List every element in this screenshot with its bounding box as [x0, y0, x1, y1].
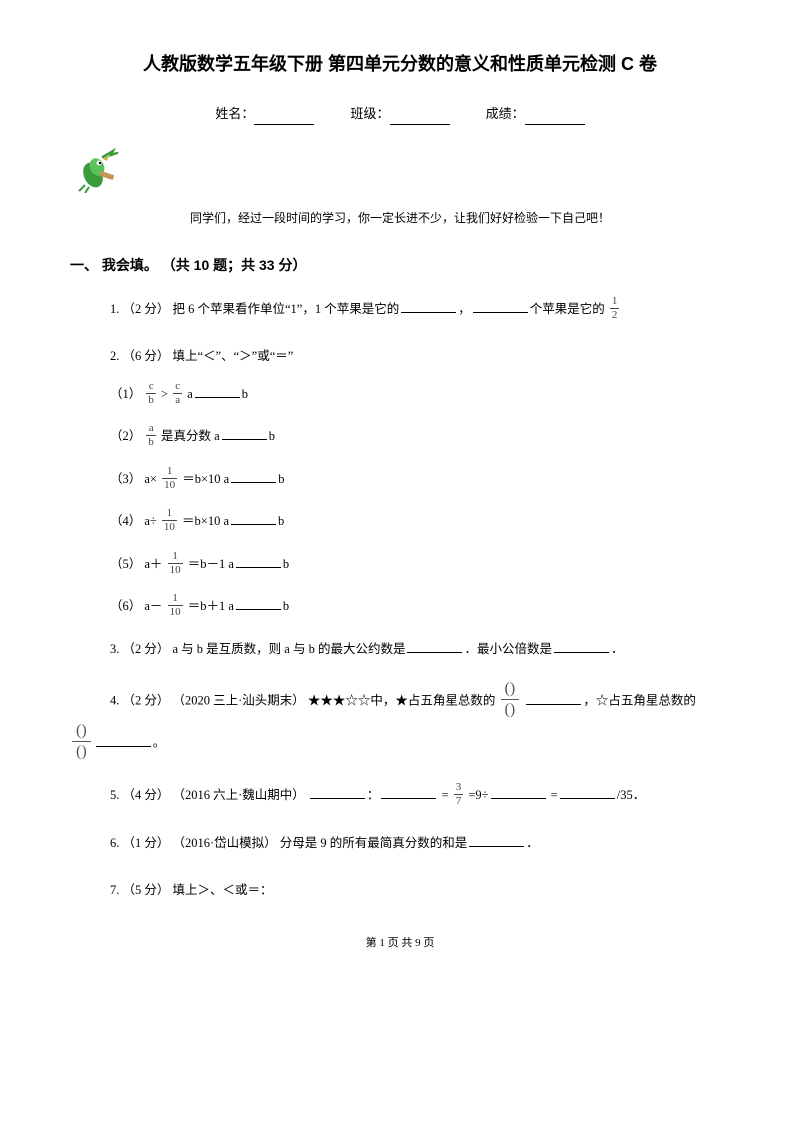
q3-suffix: ． — [611, 642, 624, 656]
text: ＝b＋1 a — [188, 599, 234, 613]
fraction-icon: cb — [146, 381, 156, 406]
text: b — [278, 514, 284, 528]
fraction-blank-icon: ()() — [501, 681, 520, 718]
fill-blank[interactable] — [236, 598, 281, 610]
sub-label: （6） a－ — [110, 599, 162, 613]
fraction-icon: 37 — [454, 782, 464, 807]
document-page: 人教版数学五年级下册 第四单元分数的意义和性质单元检测 C 卷 姓名： 班级： … — [0, 0, 800, 983]
q5-prefix: 5. （4 分） （2016 六上·魏山期中） — [110, 788, 308, 802]
text: b — [242, 387, 248, 401]
text: ＝b×10 a — [182, 472, 229, 486]
fill-blank[interactable] — [401, 301, 456, 313]
fill-blank[interactable] — [491, 787, 546, 799]
fill-blank[interactable] — [310, 787, 365, 799]
encourage-text: 同学们，经过一段时间的学习，你一定长进不少，让我们好好检验一下自己吧！ — [70, 209, 730, 228]
text: b — [283, 599, 289, 613]
q6-suffix: ． — [526, 836, 539, 850]
text: a — [187, 387, 193, 401]
sub-label: （5） a＋ — [110, 557, 162, 571]
fill-blank[interactable] — [231, 513, 276, 525]
q5-suffix: /35． — [617, 788, 645, 802]
fill-blank[interactable] — [473, 301, 528, 313]
fill-blank[interactable] — [469, 835, 524, 847]
fill-blank[interactable] — [231, 471, 276, 483]
name-blank[interactable] — [254, 111, 314, 125]
mascot-icon — [75, 145, 125, 200]
question-7: 7. （5 分） 填上＞、＜或＝： — [110, 877, 730, 905]
question-6: 6. （1 分） （2016·岱山模拟） 分母是 9 的所有最简真分数的和是 ． — [110, 830, 730, 858]
fill-blank[interactable] — [222, 428, 267, 440]
fill-blank[interactable] — [407, 641, 462, 653]
question-3: 3. （2 分） a 与 b 是互质数，则 a 与 b 的最大公约数是 ．最小公倍… — [110, 636, 730, 664]
fill-blank[interactable] — [526, 693, 581, 705]
fill-blank[interactable] — [554, 641, 609, 653]
fraction-icon: 110 — [168, 593, 183, 618]
text: ＝b×10 a — [182, 514, 229, 528]
q4-suffix: 。 — [153, 736, 166, 750]
q2-sub5: （5） a＋ 110 ＝b－1 a b — [110, 551, 730, 579]
page-footer: 第 1 页 共 9 页 — [70, 935, 730, 953]
q4-mid2: ，☆占五角星总数的 — [583, 694, 696, 708]
score-blank[interactable] — [525, 111, 585, 125]
question-4: 4. （2 分） （2020 三上·汕头期末） ★★★☆☆中，★占五角星总数的 … — [110, 683, 730, 720]
q3-mid: ．最小公倍数是 — [464, 642, 552, 656]
q4-prefix: 4. （2 分） （2020 三上·汕头期末） ★★★☆☆中，★占五角星总数的 — [110, 694, 495, 708]
q1-mid: ， — [458, 302, 471, 316]
page-title: 人教版数学五年级下册 第四单元分数的意义和性质单元检测 C 卷 — [70, 50, 730, 79]
q2-sub4: （4） a÷ 110 ＝b×10 a b — [110, 508, 730, 536]
question-5: 5. （4 分） （2016 六上·魏山期中） ： = 37 =9÷ = /35． — [110, 782, 730, 810]
text: =9÷ — [468, 788, 488, 802]
text: = — [548, 788, 558, 802]
text: b — [278, 472, 284, 486]
score-label: 成绩： — [486, 106, 525, 121]
q7-text: 7. （5 分） 填上＞、＜或＝： — [110, 883, 273, 897]
text: = — [438, 788, 448, 802]
fill-blank[interactable] — [195, 386, 240, 398]
q2-sub3: （3） a× 110 ＝b×10 a b — [110, 466, 730, 494]
text: b — [283, 557, 289, 571]
q2-sub1: （1） cb > ca a b — [110, 381, 730, 409]
class-blank[interactable] — [390, 111, 450, 125]
fill-blank[interactable] — [96, 735, 151, 747]
sub-label: （4） a÷ — [110, 514, 157, 528]
name-label: 姓名： — [215, 106, 254, 121]
q2-sub2: （2） ab 是真分数 a b — [110, 423, 730, 451]
text: 是真分数 a — [161, 429, 220, 443]
q6-prefix: 6. （1 分） （2016·岱山模拟） 分母是 9 的所有最简真分数的和是 — [110, 836, 467, 850]
fill-blank[interactable] — [560, 787, 615, 799]
class-label: 班级： — [350, 106, 389, 121]
fraction-icon: 12 — [610, 296, 620, 321]
fraction-blank-icon: ()() — [72, 723, 91, 760]
text: ＝b－1 a — [188, 557, 234, 571]
gt-sign: > — [158, 387, 171, 401]
student-info-line: 姓名： 班级： 成绩： — [70, 104, 730, 125]
sub-label: （3） a× — [110, 472, 157, 486]
fraction-icon: ab — [146, 423, 156, 448]
fraction-icon: 110 — [162, 466, 177, 491]
q1-prefix: 1. （2 分） 把 6 个苹果看作单位“1”，1 个苹果是它的 — [110, 302, 399, 316]
fraction-icon: 110 — [168, 551, 183, 576]
section-header: 一、 我会填。 （共 10 题；共 33 分） — [70, 254, 730, 276]
question-4-cont: ()() 。 — [70, 725, 730, 762]
question-2: 2. （6 分） 填上“＜”、“＞”或“＝” — [110, 343, 730, 371]
fraction-icon: ca — [173, 381, 182, 406]
text: ： — [367, 788, 380, 802]
text: b — [269, 429, 275, 443]
fill-blank[interactable] — [381, 787, 436, 799]
question-1: 1. （2 分） 把 6 个苹果看作单位“1”，1 个苹果是它的，个苹果是它的 … — [110, 296, 730, 324]
q2-sub6: （6） a－ 110 ＝b＋1 a b — [110, 593, 730, 621]
q2-prefix: 2. （6 分） 填上“＜”、“＞”或“＝” — [110, 349, 293, 363]
fraction-icon: 110 — [162, 508, 177, 533]
sub-label: （1） — [110, 387, 141, 401]
sub-label: （2） — [110, 429, 141, 443]
q3-prefix: 3. （2 分） a 与 b 是互质数，则 a 与 b 的最大公约数是 — [110, 642, 405, 656]
fill-blank[interactable] — [236, 556, 281, 568]
q1-suffix: 个苹果是它的 — [530, 302, 605, 316]
